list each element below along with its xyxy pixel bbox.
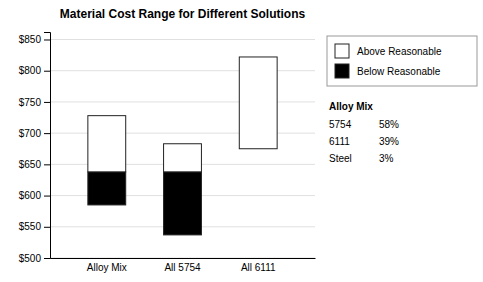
legend-label: Below Reasonable bbox=[357, 66, 441, 77]
tick-mark bbox=[44, 133, 50, 134]
tick: $750 bbox=[19, 97, 50, 108]
tick-label: $750 bbox=[19, 97, 42, 108]
tick-label: $550 bbox=[19, 221, 42, 232]
bar bbox=[164, 172, 202, 235]
series bbox=[88, 172, 202, 235]
tick: $600 bbox=[19, 190, 50, 201]
axis-line bbox=[44, 33, 51, 259]
tick: $550 bbox=[19, 221, 50, 232]
tick-label: $650 bbox=[19, 159, 42, 170]
tick-label: $600 bbox=[19, 190, 42, 201]
legend-label: Above Reasonable bbox=[357, 46, 442, 57]
tick-mark bbox=[44, 71, 50, 72]
bars bbox=[88, 57, 277, 235]
tick-label: All 5754 bbox=[164, 262, 201, 273]
tick-label: $850 bbox=[19, 34, 42, 45]
y-axis: $500 $550 $600 $650 $700 $750 $800 $850 bbox=[19, 33, 51, 264]
tick-mark bbox=[44, 258, 50, 259]
legend-item: Above Reasonable bbox=[335, 44, 442, 58]
mix-title: Alloy Mix bbox=[329, 101, 373, 112]
tick: All 6111 bbox=[241, 262, 276, 273]
tick-label: All 6111 bbox=[241, 262, 276, 273]
legend-item: Below Reasonable bbox=[335, 64, 441, 78]
mix-share: 39% bbox=[379, 136, 399, 147]
tick-label: $500 bbox=[19, 253, 42, 264]
tick: All 5754 bbox=[164, 262, 201, 273]
tick: $650 bbox=[19, 159, 50, 170]
mix-share: 58% bbox=[379, 119, 399, 130]
mix-name: 6111 bbox=[329, 136, 350, 147]
legend-swatch bbox=[335, 64, 349, 78]
mix-annotation: Alloy Mix 5754 58% 6111 39% Steel 3% bbox=[329, 101, 399, 164]
grid bbox=[50, 39, 315, 258]
tick: $850 bbox=[19, 34, 50, 45]
bar bbox=[239, 57, 277, 149]
tick-mark bbox=[44, 102, 50, 103]
tick-mark bbox=[44, 164, 50, 165]
tick: $700 bbox=[19, 128, 50, 139]
tick-mark bbox=[44, 39, 50, 40]
tick-mark bbox=[44, 196, 50, 197]
tick: Alloy Mix bbox=[87, 262, 127, 273]
title: Material Cost Range for Different Soluti… bbox=[60, 7, 306, 21]
grid-line bbox=[50, 39, 315, 40]
mix-name: 5754 bbox=[329, 119, 352, 130]
tick-label: $700 bbox=[19, 128, 42, 139]
x-axis: Alloy Mix All 5754 All 6111 bbox=[51, 259, 316, 274]
tick-mark bbox=[44, 227, 50, 228]
series bbox=[88, 57, 277, 172]
legend: Above Reasonable Below Reasonable bbox=[327, 36, 477, 86]
bar bbox=[88, 172, 126, 205]
tick-label: Alloy Mix bbox=[87, 262, 127, 273]
chart: $500 $550 $600 $650 $700 $750 $800 $850 Alloy Mi… bbox=[0, 0, 483, 282]
mix-share: 3% bbox=[379, 153, 394, 164]
bar bbox=[88, 116, 126, 172]
tick: $800 bbox=[19, 65, 50, 76]
mix-name: Steel bbox=[329, 153, 352, 164]
legend-swatch bbox=[335, 44, 349, 58]
bar bbox=[164, 144, 202, 172]
legend-box bbox=[327, 36, 477, 86]
tick: $500 bbox=[19, 253, 50, 264]
axis-line bbox=[51, 258, 316, 259]
grid-line bbox=[50, 258, 315, 259]
tick-label: $800 bbox=[19, 65, 42, 76]
plot: $500 $550 $600 $650 $700 $750 $800 $850 Alloy Mi… bbox=[19, 33, 316, 274]
